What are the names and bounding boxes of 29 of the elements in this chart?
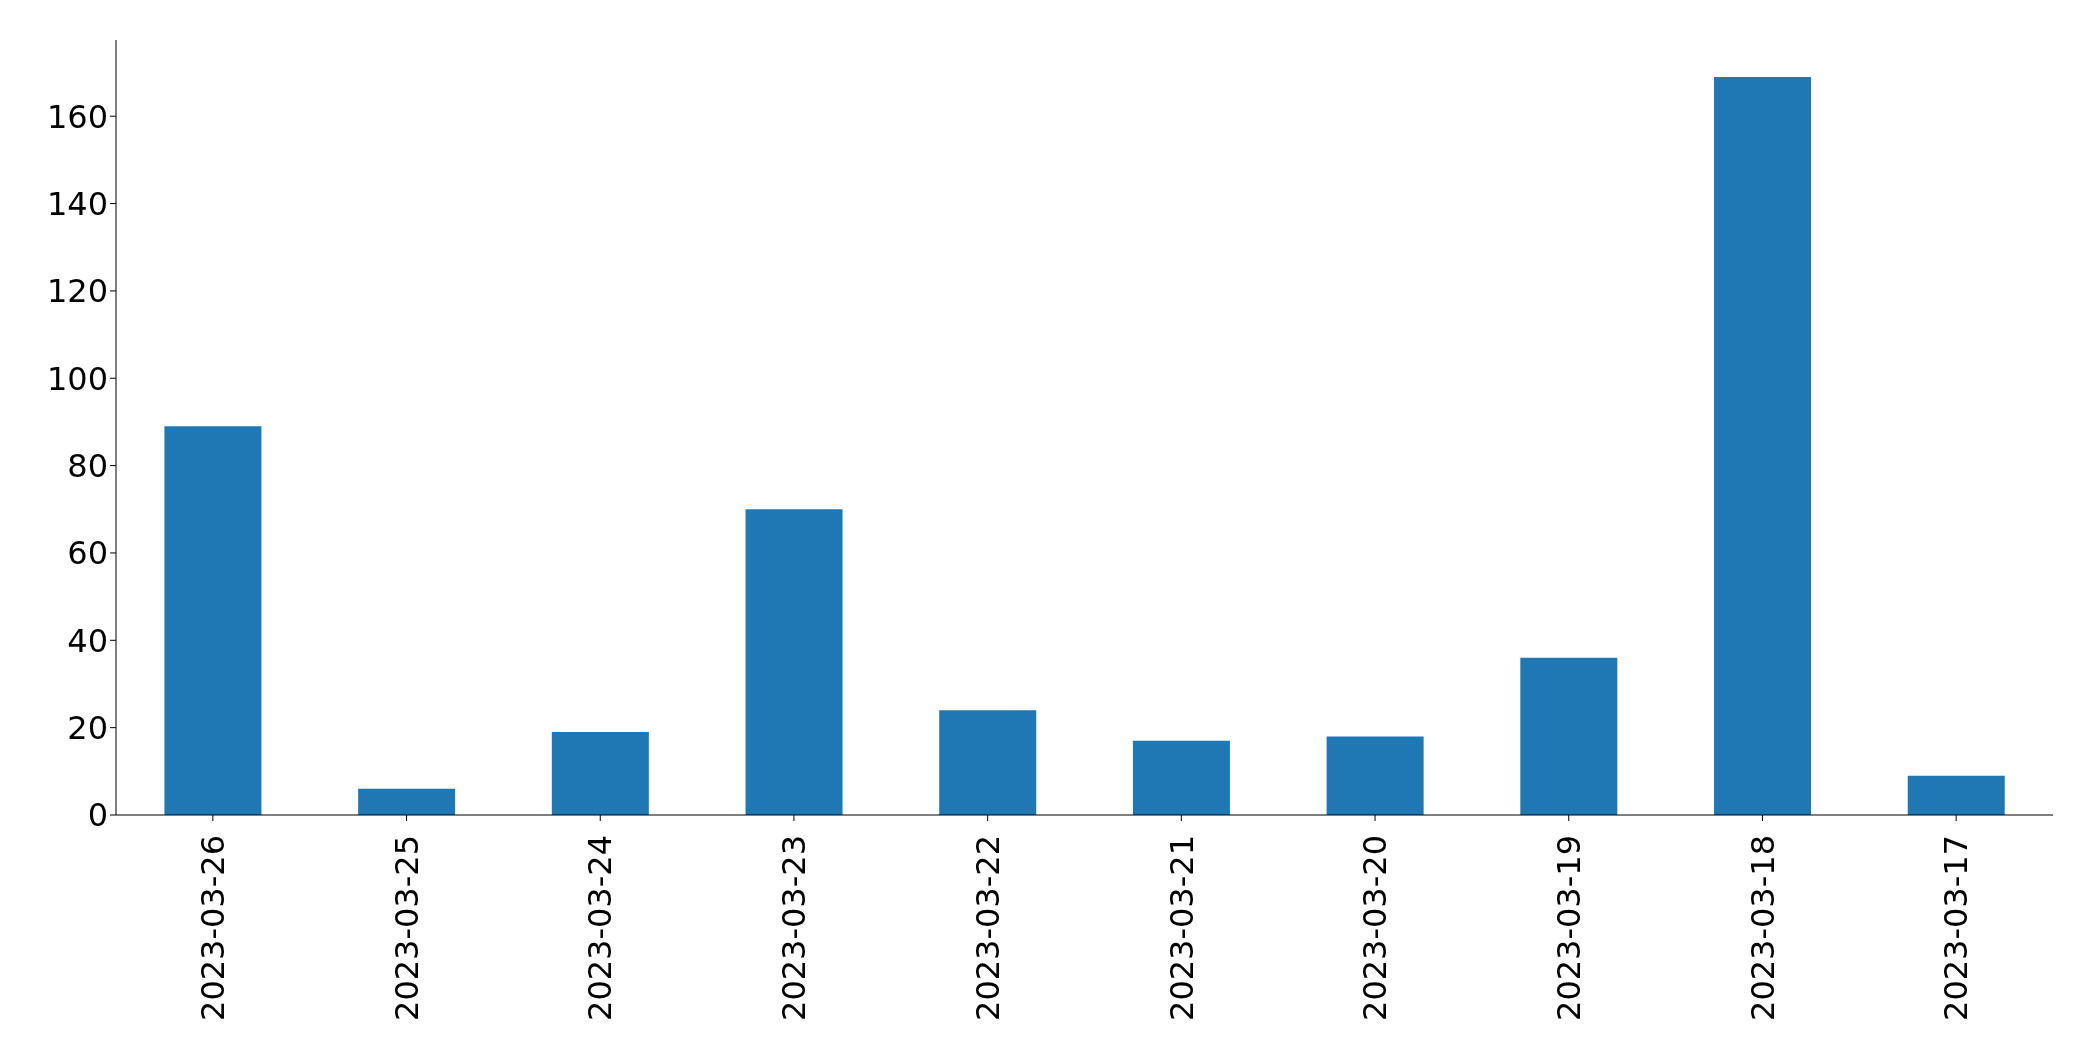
y-tick-label: 60 (67, 534, 108, 573)
y-tick-label: 100 (46, 359, 108, 398)
x-tick-label: 2023-03-22 (968, 835, 1007, 1021)
bar (1714, 76, 1812, 815)
y-tick-label: 80 (67, 446, 108, 485)
bar (745, 509, 843, 815)
x-tick-label: 2023-03-20 (1356, 835, 1395, 1021)
y-tick-label: 160 (46, 97, 108, 136)
x-tick-label: 2023-03-19 (1549, 835, 1588, 1021)
bar (1520, 657, 1618, 815)
x-tick-label: 2023-03-25 (387, 835, 426, 1021)
x-tick-label: 2023-03-24 (581, 835, 620, 1021)
bar (358, 788, 456, 815)
bar (164, 426, 262, 815)
y-tick-label: 140 (46, 184, 108, 223)
x-tick-label: 2023-03-17 (1937, 835, 1976, 1021)
x-tick-label: 2023-03-23 (775, 835, 814, 1021)
y-tick-label: 40 (67, 621, 108, 660)
x-tick-label: 2023-03-18 (1743, 835, 1782, 1021)
bar (939, 710, 1037, 815)
x-tick-label: 2023-03-26 (194, 835, 233, 1021)
bar (1132, 740, 1230, 815)
x-tick-label: 2023-03-21 (1162, 835, 1201, 1021)
y-tick-label: 120 (46, 272, 108, 311)
bar (1326, 736, 1424, 815)
bar (1907, 775, 2005, 815)
bar (551, 732, 649, 815)
y-tick-label: 20 (67, 709, 108, 748)
y-tick-label: 0 (87, 796, 108, 835)
